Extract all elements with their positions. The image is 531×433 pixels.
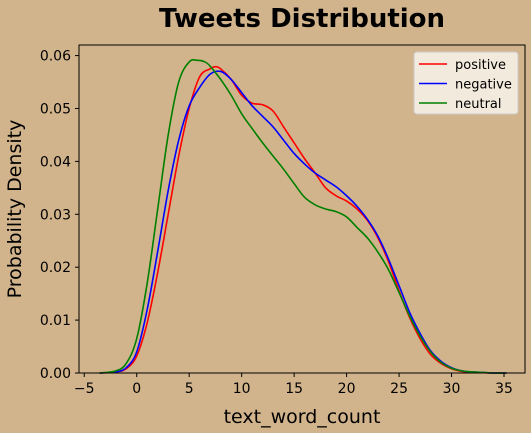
x-tick-label: 30 (443, 381, 461, 397)
x-tick-label: −5 (74, 381, 95, 397)
legend-label-neutral: neutral (455, 97, 502, 112)
x-tick-label: 0 (132, 381, 141, 397)
x-axis-title: text_word_count (224, 406, 381, 428)
x-tick-label: 15 (285, 381, 303, 397)
legend-box (413, 51, 519, 115)
y-tick-label: 0.02 (40, 260, 71, 276)
x-tick-label: 35 (495, 381, 513, 397)
legend: positive negative neutral (413, 51, 519, 115)
y-tick-label: 0.05 (40, 101, 71, 117)
x-tick-label: 20 (338, 381, 356, 397)
y-axis: 0.00 0.01 0.02 0.03 0.04 0.05 0.06 (40, 49, 79, 382)
series-line-positive (99, 65, 507, 374)
x-tick-label: 10 (233, 381, 251, 397)
y-tick-label: 0.03 (40, 207, 71, 223)
x-axis: −5 0 5 10 15 20 25 30 35 (74, 373, 513, 397)
chart-title: Tweets Distribution (159, 4, 445, 34)
x-tick-label: 25 (390, 381, 408, 397)
y-axis-title: Probability Density (4, 120, 26, 299)
y-tick-label: 0.04 (40, 154, 71, 170)
legend-label-negative: negative (455, 78, 512, 93)
x-tick-label: 5 (185, 381, 194, 397)
plot-frame (78, 44, 526, 374)
series-line-neutral (99, 58, 507, 374)
series-layer (99, 58, 507, 374)
y-tick-label: 0.00 (40, 366, 71, 382)
legend-label-positive: positive (455, 58, 506, 73)
y-tick-label: 0.01 (40, 313, 71, 329)
y-tick-label: 0.06 (40, 49, 71, 65)
